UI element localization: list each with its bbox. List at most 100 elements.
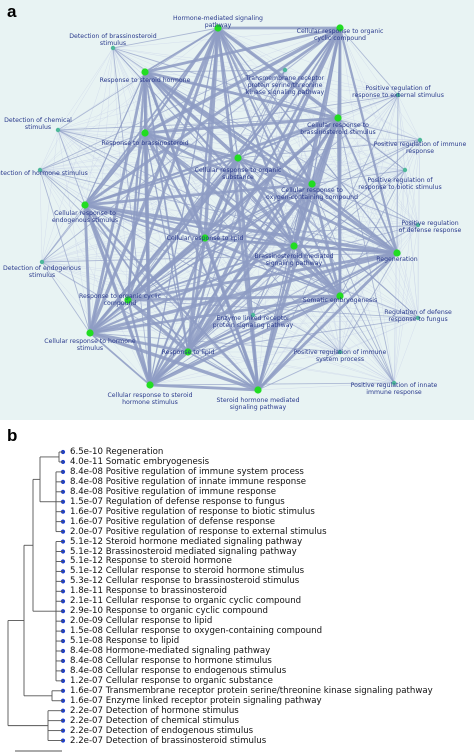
network-node <box>336 24 344 32</box>
network-node-label: Response to lipid <box>162 349 215 356</box>
network-edge-strong <box>84 157 239 206</box>
network-edge-strong <box>216 27 314 185</box>
network-edge <box>252 245 295 316</box>
network-node-label: Detection of chemical <box>4 117 72 124</box>
network-edge <box>57 129 313 185</box>
network-node-label: endogenous stimulus <box>52 217 118 224</box>
network-edge <box>39 169 91 334</box>
leaf-term: Positive regulation of immune system pro… <box>105 466 304 477</box>
network-edge-strong <box>84 203 398 255</box>
network-edge <box>187 224 419 353</box>
network-edge <box>339 27 419 226</box>
network-node-label: Positive regulation of immune <box>294 349 387 356</box>
network-node <box>110 45 116 51</box>
network-node-label: Response to brassinosteroid <box>101 140 188 147</box>
network-node-label: Brassinosteroid mediated <box>254 253 333 260</box>
network-edge <box>39 169 151 386</box>
network-edge <box>396 169 406 254</box>
network-node-label: stimulus <box>77 345 103 352</box>
network-node-label: stimulus <box>29 272 55 279</box>
network-node <box>86 329 94 337</box>
network-edge <box>39 47 114 171</box>
network-edge-strong <box>337 117 398 254</box>
network-node <box>417 137 423 143</box>
network-edge <box>187 351 395 384</box>
network-edge-strong <box>149 252 398 386</box>
network-edge <box>39 169 43 263</box>
network-edge <box>41 261 91 334</box>
network-edge-strong <box>89 294 341 335</box>
network-edge-strong <box>84 204 341 297</box>
leaf-term: Detection of chemical stimulus <box>105 715 239 726</box>
network-node-label: Detection of endogenous <box>3 265 81 272</box>
network-node-label: response to biotic stimulus <box>358 184 441 191</box>
leaf-term: Cellular response to brassinosteroid sti… <box>105 576 300 587</box>
network-edge <box>41 261 259 391</box>
network-node <box>81 201 89 209</box>
network-edge <box>39 27 219 171</box>
dendrogram-leaf: 1.6e-07 Positive regulation of response … <box>70 507 315 517</box>
network-edge-strong <box>204 183 313 239</box>
leaf-term: Transmembrane receptor protein serine/th… <box>105 685 433 696</box>
network-edge <box>393 317 419 384</box>
network-node <box>184 348 192 356</box>
leaf-term: Cellular response to organic substance <box>105 675 273 686</box>
network-node-label: Regeneration <box>376 256 418 263</box>
network-edge <box>144 132 341 353</box>
network-edge-strong <box>89 331 259 392</box>
network-edge-strong <box>83 204 92 334</box>
network-node-label: of defense response <box>399 227 462 234</box>
dendrogram-leaf: 2.0e-07 Positive regulation of response … <box>70 527 327 537</box>
network-node-label: protein serine/threonine <box>248 82 323 89</box>
dendrogram <box>7 449 66 752</box>
dendrogram-leaf: 1.6e-07 Positive regulation of defense r… <box>70 517 275 527</box>
network-edge <box>57 69 286 131</box>
network-edge <box>187 139 421 353</box>
network-node <box>201 234 209 242</box>
dendrogram-leaf: 1.5e-07 Regulation of defense response t… <box>70 497 285 507</box>
leaf-pvalue: 6.5e-10 <box>70 447 103 457</box>
network-edge <box>404 169 419 319</box>
network-edge <box>89 332 341 353</box>
network-node-label: Detection of hormone stimulus <box>0 170 88 177</box>
network-node <box>234 154 242 162</box>
network-edge <box>144 71 419 226</box>
leaf-term: Positive regulation of response to bioti… <box>105 506 315 517</box>
network-edge <box>41 261 189 353</box>
network-edge <box>84 204 419 319</box>
network-edge <box>311 183 395 384</box>
network-node <box>141 68 149 76</box>
network-edge <box>311 94 399 185</box>
network-edge <box>293 245 395 384</box>
network-edge <box>339 252 398 353</box>
leaf-pvalue: 4.0e-11 <box>70 456 103 467</box>
network-node <box>37 167 43 173</box>
network-edge-strong <box>187 351 259 391</box>
network-node <box>55 127 61 133</box>
network-edge <box>144 69 286 73</box>
leaf-pvalue: 5.1e-08 <box>70 636 103 647</box>
leaf-term: Cellular response to oxygen-containing c… <box>105 626 323 637</box>
network-node-label: protein signaling pathway <box>213 322 294 329</box>
network-edge <box>41 117 339 263</box>
leaf-term: Cellular response to organic cyclic comp… <box>105 596 302 607</box>
network-edge-strong <box>88 132 147 334</box>
leaf-pvalue: 5.3e-12 <box>70 576 103 587</box>
dendrogram-leaf: 1.6e-07 Transmembrane receptor protein s… <box>70 686 433 696</box>
network-edge <box>217 27 399 96</box>
leaf-pvalue: 1.6e-07 <box>70 685 103 696</box>
dendrogram-leaf: 8.4e-08 Cellular response to endogenous … <box>70 666 286 676</box>
network-edge <box>57 129 91 334</box>
network-edge <box>41 204 86 263</box>
leaf-pvalue: 8.4e-08 <box>70 655 103 666</box>
network-edge <box>252 117 339 316</box>
network-edge-strong <box>149 183 313 386</box>
leaf-pvalue: 2.0e-09 <box>70 616 103 627</box>
network-edge <box>41 245 295 263</box>
dendrogram-leaf: 8.4e-08 Hormone-mediated signaling pathw… <box>70 646 270 656</box>
network-node <box>336 292 344 300</box>
network-edge <box>339 27 421 141</box>
dendrogram-leaf: 5.1e-08 Response to lipid <box>70 636 179 646</box>
panel-a-letter: a <box>7 2 17 21</box>
